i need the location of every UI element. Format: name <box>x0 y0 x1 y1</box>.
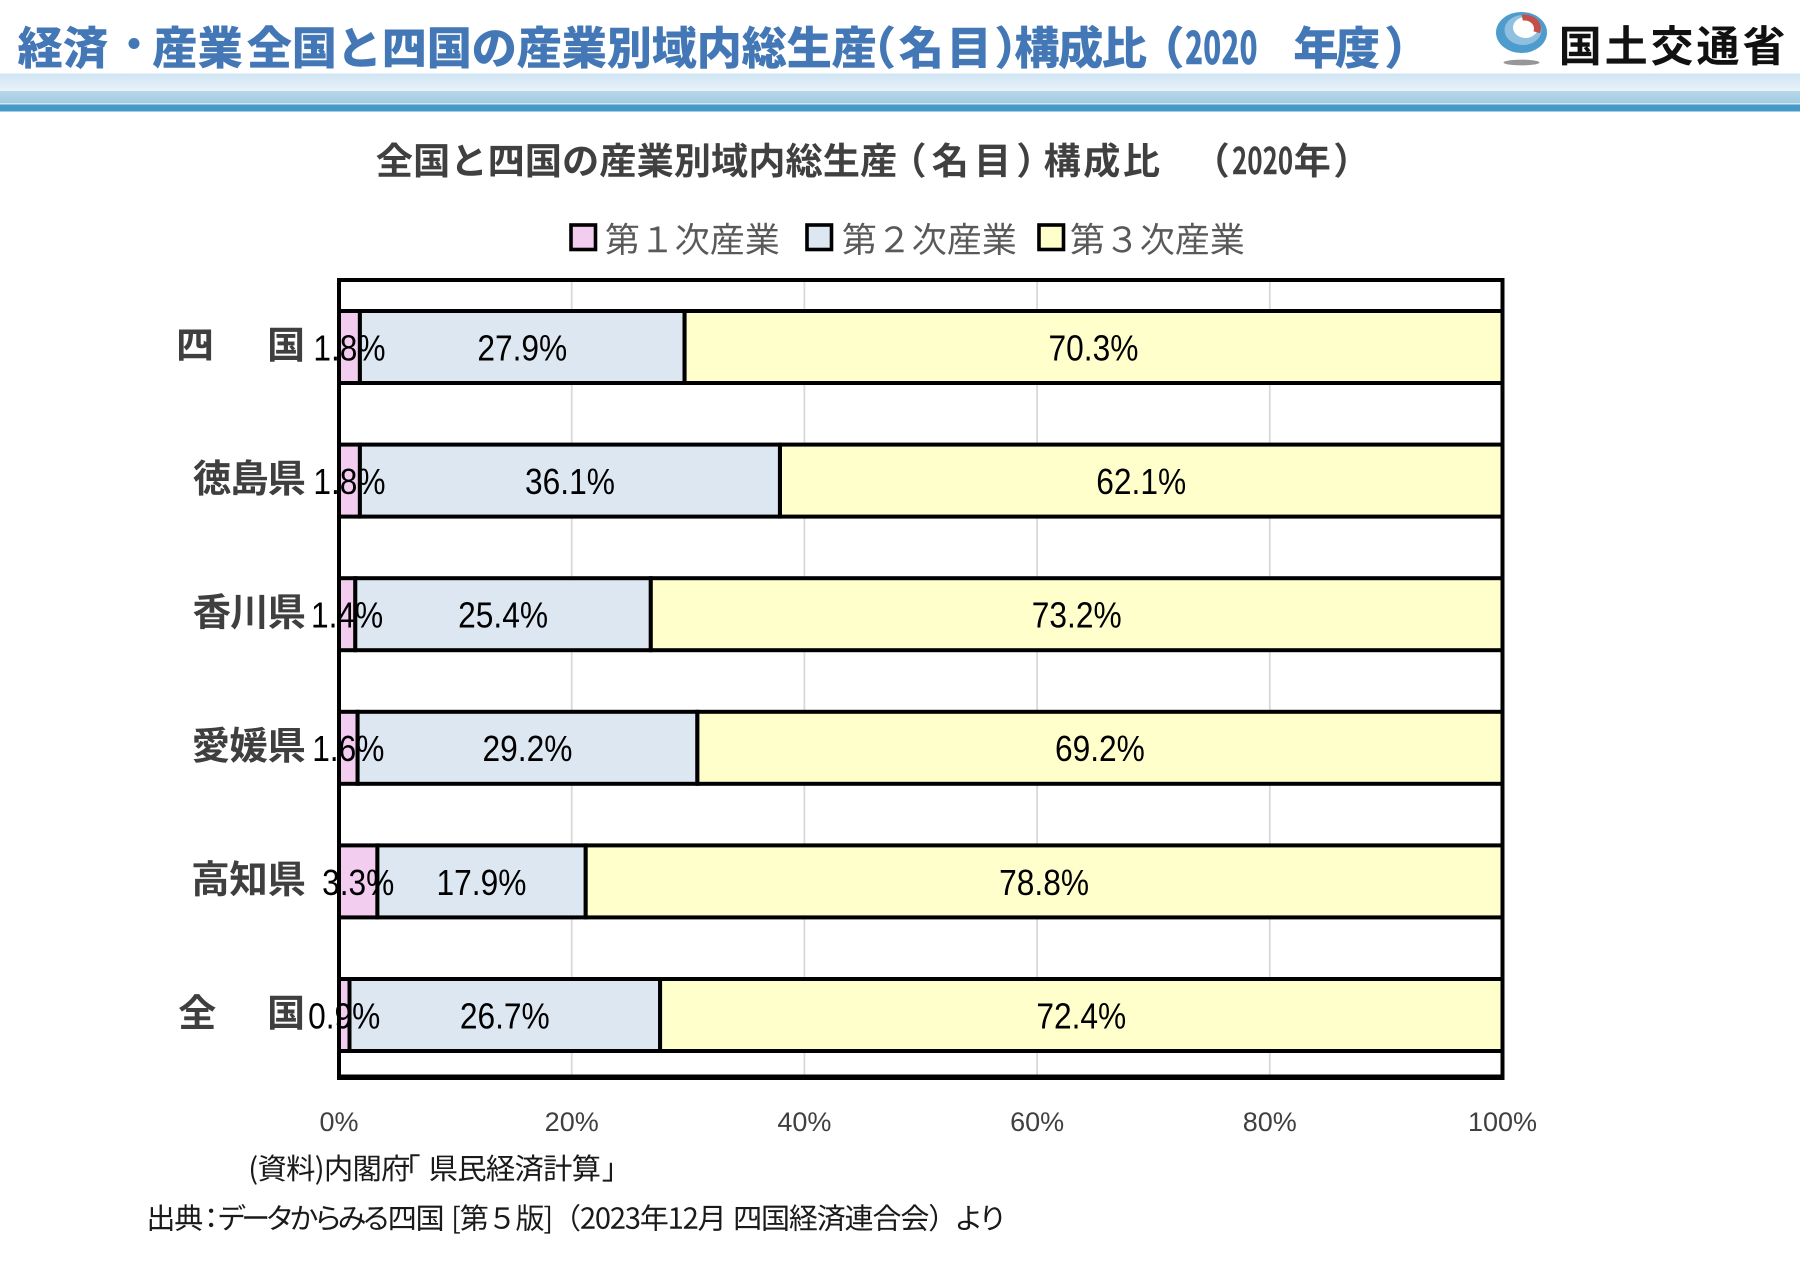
svg-text:78.8%: 78.8% <box>999 862 1089 903</box>
svg-text:3.3%: 3.3% <box>322 862 394 903</box>
svg-text:26.7%: 26.7% <box>460 995 550 1036</box>
svg-text:1.4%: 1.4% <box>311 595 383 636</box>
svg-text:60%: 60% <box>1010 1107 1064 1137</box>
svg-text:0%: 0% <box>319 1107 358 1137</box>
svg-text:0.9%: 0.9% <box>308 995 380 1036</box>
svg-text:20%: 20% <box>545 1107 599 1137</box>
svg-text:36.1%: 36.1% <box>525 461 615 502</box>
svg-text:80%: 80% <box>1243 1107 1297 1137</box>
svg-text:27.9%: 27.9% <box>477 327 567 368</box>
svg-text:70.3%: 70.3% <box>1049 327 1139 368</box>
svg-text:69.2%: 69.2% <box>1055 728 1145 769</box>
svg-text:1.8%: 1.8% <box>313 327 385 368</box>
svg-text:62.1%: 62.1% <box>1096 461 1186 502</box>
svg-text:100%: 100% <box>1468 1107 1537 1137</box>
svg-text:73.2%: 73.2% <box>1032 595 1122 636</box>
svg-text:40%: 40% <box>777 1107 831 1137</box>
svg-text:1.6%: 1.6% <box>312 728 384 769</box>
svg-text:29.2%: 29.2% <box>483 728 573 769</box>
svg-text:25.4%: 25.4% <box>458 595 548 636</box>
svg-text:72.4%: 72.4% <box>1036 995 1126 1036</box>
svg-text:1.8%: 1.8% <box>313 461 385 502</box>
svg-text:17.9%: 17.9% <box>437 862 527 903</box>
